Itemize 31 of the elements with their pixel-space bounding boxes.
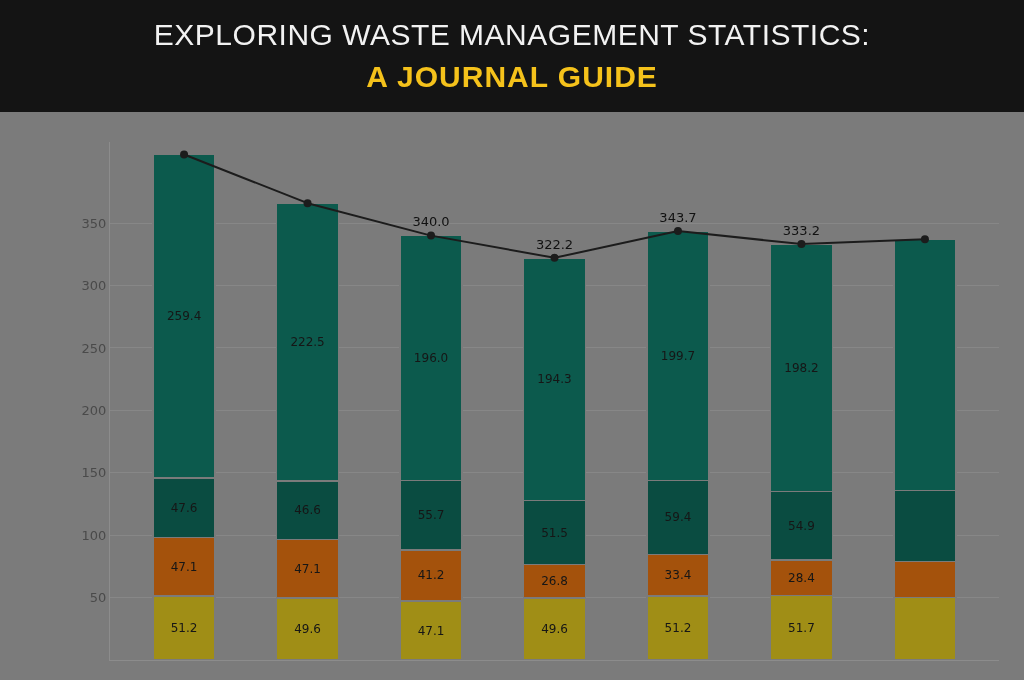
point	[920, 235, 929, 244]
data-label: 47.1	[417, 623, 445, 638]
data-label: 198.2	[784, 360, 819, 375]
data-label: 28.4	[788, 570, 815, 585]
data-label: 49.6	[541, 622, 568, 637]
chart-subtitle: A JOURNAL GUIDE	[366, 60, 658, 94]
data-label: 51.7	[788, 620, 815, 635]
data-label: 259.4	[166, 309, 202, 323]
data-label: 51.2	[170, 621, 198, 636]
point	[180, 150, 189, 159]
data-label: 194.3	[537, 372, 572, 387]
point	[550, 253, 559, 262]
data-label: 26.8	[541, 574, 568, 589]
point	[427, 231, 436, 240]
data-label: 51.2	[664, 621, 692, 636]
data-label: 47.1	[170, 559, 198, 574]
data-label: 343.7	[659, 209, 697, 225]
point	[797, 240, 806, 249]
data-label: 322.2	[535, 236, 574, 252]
data-label: 41.2	[417, 568, 445, 583]
point	[673, 227, 682, 235]
data-label: 49.6	[294, 622, 321, 637]
data-label: 199.7	[660, 348, 696, 363]
data-label: 33.4	[664, 568, 692, 583]
point	[303, 199, 312, 208]
data-label: 47.1	[294, 561, 321, 576]
data-label: 333.2	[782, 222, 821, 238]
data-label: 340.0	[412, 214, 450, 230]
chart-title: EXPLORING WASTE MANAGEMENT STATISTICS:	[153, 18, 871, 52]
data-label: 196.0	[413, 350, 449, 365]
data-label: 222.5	[290, 335, 325, 350]
